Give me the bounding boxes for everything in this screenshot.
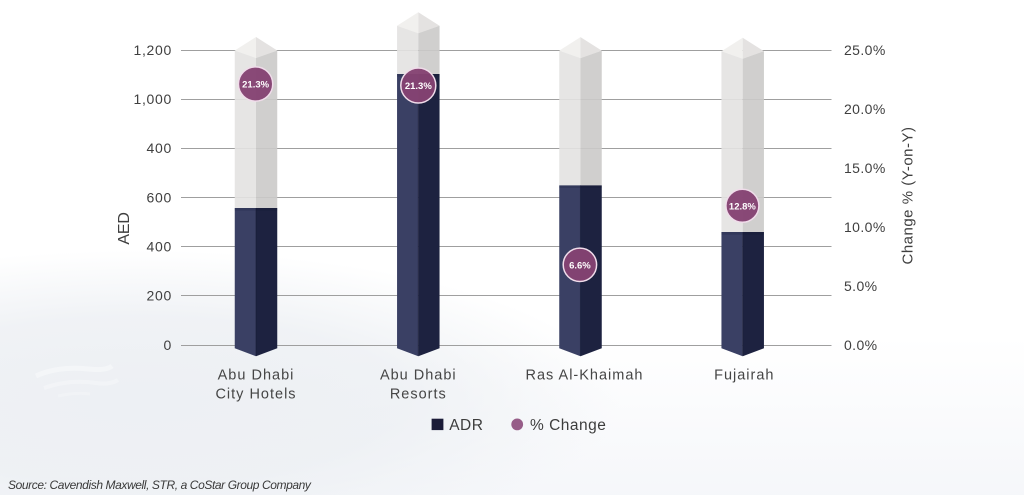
svg-text:200: 200 [147,288,172,304]
svg-text:20.0%: 20.0% [844,101,886,117]
svg-text:Source: Cavendish Maxwell, STR: Source: Cavendish Maxwell, STR, a CoStar… [8,478,312,492]
svg-text:Abu Dhabi: Abu Dhabi [380,368,457,384]
svg-text:Resorts: Resorts [390,387,447,403]
svg-text:Fujairah: Fujairah [714,368,774,384]
svg-text:0: 0 [164,337,173,353]
svg-text:21.3%: 21.3% [242,80,269,91]
svg-text:10.0%: 10.0% [844,219,886,235]
svg-text:400: 400 [147,140,172,156]
svg-text:Change % (Y-on-Y): Change % (Y-on-Y) [900,126,917,264]
svg-text:City Hotels: City Hotels [215,387,296,403]
svg-text:25.0%: 25.0% [844,42,886,58]
svg-text:1,200: 1,200 [133,42,172,58]
svg-text:% Change: % Change [530,417,606,434]
svg-text:AED: AED [116,212,133,244]
svg-text:21.3%: 21.3% [405,81,432,92]
svg-text:1,000: 1,000 [133,91,172,107]
svg-text:6.6%: 6.6% [569,260,591,271]
svg-text:600: 600 [147,189,172,205]
svg-text:15.0%: 15.0% [844,160,886,176]
svg-text:Abu Dhabi: Abu Dhabi [218,368,295,384]
svg-text:400: 400 [147,238,172,254]
svg-text:0.0%: 0.0% [844,337,878,353]
svg-text:12.8%: 12.8% [729,201,756,212]
svg-text:ADR: ADR [449,417,483,434]
svg-text:Ras Al-Khaimah: Ras Al-Khaimah [526,368,644,384]
svg-text:5.0%: 5.0% [844,278,878,294]
